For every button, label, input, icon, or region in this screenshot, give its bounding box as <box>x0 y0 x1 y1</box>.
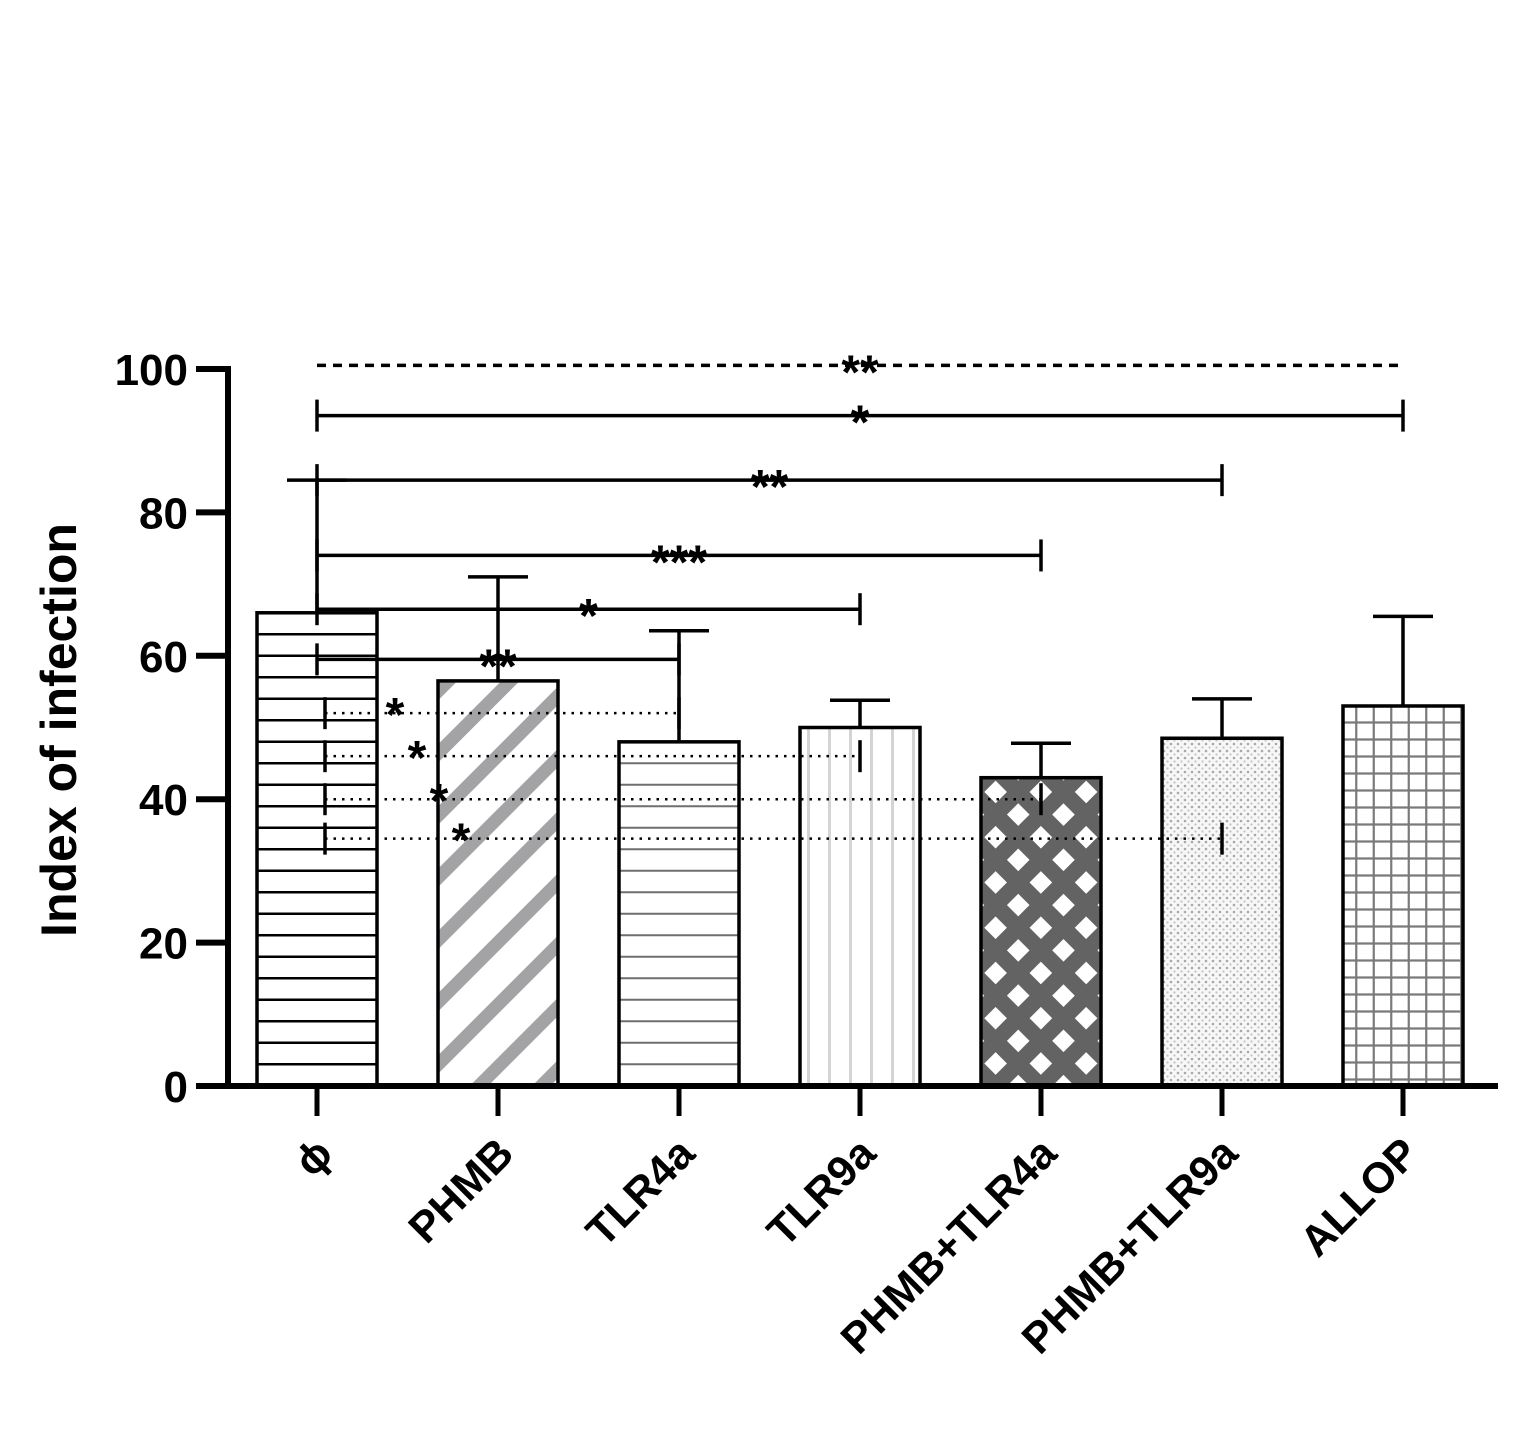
bar-3 <box>798 725 922 1088</box>
comparison-label-9: * <box>452 815 471 868</box>
axes-layer <box>196 366 1498 1089</box>
comparison-label-5: ** <box>479 640 517 693</box>
x-tick-label-6: ALLOP <box>1291 1129 1428 1266</box>
y-tick-label-4: 80 <box>139 489 188 538</box>
bar-0 <box>255 611 379 1088</box>
bar-5 <box>1160 736 1284 1088</box>
bars-layer <box>255 611 1465 1088</box>
y-tick-label-1: 20 <box>139 920 188 969</box>
bar-2 <box>617 740 741 1088</box>
error-bars-layer <box>287 478 1433 778</box>
significance-brackets-layer: *************** <box>315 346 1405 868</box>
x-tick-label-0: ϕ <box>285 1129 342 1186</box>
comparison-label-4: * <box>579 590 598 643</box>
bar-6 <box>1341 704 1465 1088</box>
comparison-label-2: ** <box>751 461 789 514</box>
comparison-label-1: * <box>851 397 870 450</box>
y-tick-label-5: 100 <box>115 346 188 395</box>
bar-4 <box>979 775 1103 1088</box>
y-tick-label-0: 0 <box>164 1063 188 1112</box>
y-axis-title: Index of infection <box>31 523 87 937</box>
x-tick-label-1: PHMB <box>400 1129 523 1252</box>
x-tick-label-3: TLR9a <box>758 1128 886 1256</box>
comparison-label-8: * <box>430 775 449 828</box>
comparison-label-0: ** <box>841 346 879 399</box>
y-tick-label-3: 60 <box>139 633 188 682</box>
comparison-label-7: * <box>408 732 427 785</box>
comparison-label-6: * <box>386 689 405 742</box>
comparison-label-3: *** <box>651 536 707 589</box>
x-tick-label-2: TLR4a <box>577 1128 705 1256</box>
y-ticks-layer: 0 20 40 60 80 100 <box>115 346 228 1112</box>
y-tick-label-2: 40 <box>139 776 188 825</box>
bar-1 <box>436 679 560 1088</box>
